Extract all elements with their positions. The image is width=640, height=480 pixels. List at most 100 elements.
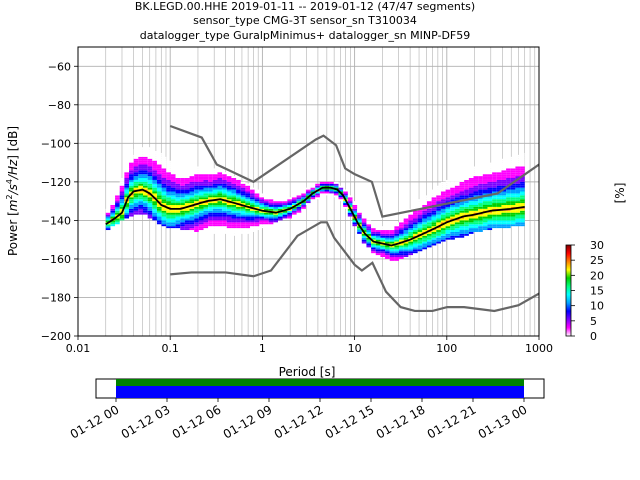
density-cell xyxy=(184,189,190,192)
density-cell xyxy=(175,199,181,202)
density-cell xyxy=(212,185,218,188)
density-cell xyxy=(166,224,171,227)
density-cell xyxy=(319,183,325,186)
density-cell xyxy=(459,204,465,207)
density-cell xyxy=(520,210,525,213)
density-cell xyxy=(142,187,148,190)
density-cell xyxy=(403,214,409,217)
density-cell xyxy=(254,199,260,202)
density-cell xyxy=(496,214,502,217)
density-cell xyxy=(385,255,390,258)
density-cell xyxy=(142,168,148,171)
density-cell xyxy=(412,230,418,232)
density-cell xyxy=(133,199,139,202)
density-cell xyxy=(473,176,479,179)
density-cell xyxy=(236,187,241,190)
density-cell xyxy=(394,228,400,231)
density-cell xyxy=(515,181,521,184)
density-cell xyxy=(259,197,265,200)
density-cell xyxy=(515,216,521,219)
density-cell xyxy=(170,172,176,175)
density-cell xyxy=(394,233,400,236)
density-cell xyxy=(147,185,153,188)
density-cell xyxy=(203,226,209,229)
density-cell xyxy=(478,176,483,179)
density-cell xyxy=(184,187,190,190)
density-cell xyxy=(459,172,465,175)
density-cell xyxy=(208,222,213,225)
density-cell xyxy=(482,181,488,184)
density-cell xyxy=(236,191,241,194)
density-cell xyxy=(454,210,460,213)
density-cell xyxy=(119,208,125,211)
density-cell xyxy=(324,191,330,194)
density-cell xyxy=(296,199,302,202)
density-cell xyxy=(408,228,413,231)
density-cell xyxy=(450,226,455,229)
density-cell xyxy=(208,191,213,194)
density-cell xyxy=(147,179,153,182)
density-cell xyxy=(436,199,441,202)
density-cell xyxy=(445,233,451,236)
density-cell xyxy=(245,187,251,190)
density-cell xyxy=(450,189,455,192)
density-cell xyxy=(436,241,441,244)
density-cell xyxy=(468,220,474,223)
density-cell xyxy=(403,247,409,250)
density-cell xyxy=(212,203,218,205)
density-cell xyxy=(133,164,139,167)
density-cell xyxy=(212,191,218,194)
density-cell xyxy=(445,216,451,219)
density-cell xyxy=(468,231,474,234)
density-cell xyxy=(282,214,288,217)
density-cell xyxy=(236,199,241,202)
density-cell xyxy=(310,185,316,188)
density-cell xyxy=(170,195,176,198)
density-cell xyxy=(194,208,199,211)
density-cell xyxy=(208,187,213,190)
density-cell xyxy=(333,191,339,194)
density-cell xyxy=(152,212,157,215)
density-cell xyxy=(222,206,227,209)
density-cell xyxy=(208,231,213,234)
density-cell xyxy=(291,203,297,205)
density-cell xyxy=(208,230,213,232)
density-cell xyxy=(259,203,265,205)
density-cell xyxy=(515,224,521,227)
density-cell xyxy=(482,197,488,200)
density-cell xyxy=(212,178,218,180)
density-cell xyxy=(426,193,432,196)
density-cell xyxy=(361,241,367,244)
density-cell xyxy=(175,214,181,217)
density-cell xyxy=(440,212,446,215)
density-cell xyxy=(482,178,488,180)
density-cell xyxy=(156,176,162,179)
density-cell xyxy=(482,191,488,194)
density-cell xyxy=(501,203,507,205)
density-cell xyxy=(254,210,260,213)
density-cell xyxy=(142,174,148,177)
density-cell xyxy=(408,241,413,244)
density-cell xyxy=(138,170,143,173)
density-cell xyxy=(124,206,130,209)
density-cell xyxy=(124,212,130,215)
density-cell xyxy=(464,174,469,177)
density-cell xyxy=(343,203,348,205)
chart-title: BK.LEGD.00.HHE 2019-01-11 -- 2019-01-12 … xyxy=(135,0,475,42)
density-cell xyxy=(212,189,218,192)
density-cell xyxy=(189,197,195,200)
density-cell xyxy=(240,185,246,188)
density-cell xyxy=(282,201,288,204)
density-cell xyxy=(454,204,460,207)
density-cell xyxy=(501,204,507,207)
density-cell xyxy=(138,162,143,165)
density-cell xyxy=(482,226,488,229)
density-cell xyxy=(250,224,255,227)
density-cell xyxy=(440,183,446,186)
density-cell xyxy=(459,178,465,180)
density-cell xyxy=(422,243,427,246)
density-cell xyxy=(422,233,427,236)
density-cell xyxy=(175,222,181,225)
density-cell xyxy=(198,172,204,175)
density-cell xyxy=(450,195,455,198)
